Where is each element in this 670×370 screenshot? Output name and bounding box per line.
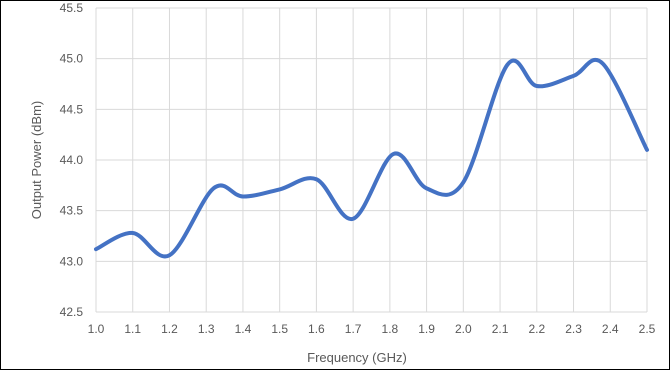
x-tick-label: 1.2 <box>161 322 178 336</box>
y-axis-title: Output Power (dBm) <box>29 101 44 220</box>
y-tick-label: 44.5 <box>60 102 84 116</box>
y-tick-label: 42.5 <box>60 305 84 319</box>
x-tick-label: 2.0 <box>455 322 472 336</box>
x-tick-label: 1.1 <box>124 322 141 336</box>
x-tick-label: 1.5 <box>271 322 288 336</box>
x-tick-label: 2.2 <box>528 322 545 336</box>
x-tick-label: 1.0 <box>88 322 105 336</box>
x-tick-label: 2.3 <box>565 322 582 336</box>
y-tick-label: 44.0 <box>60 153 84 167</box>
y-tick-label: 45.5 <box>60 1 84 15</box>
x-tick-label: 1.3 <box>198 322 215 336</box>
series-line <box>94 57 649 259</box>
y-axis-tick-labels: 42.5 43.0 43.5 44.0 44.5 45.0 45.5 <box>60 1 84 319</box>
x-tick-label: 2.4 <box>602 322 619 336</box>
x-axis-tick-labels: 1.0 1.1 1.2 1.3 1.4 1.5 1.6 1.7 1.8 1.9 2.0 2.1 2.2 2… <box>88 322 656 336</box>
x-tick-label: 1.4 <box>235 322 252 336</box>
x-tick-label: 2.1 <box>492 322 509 336</box>
y-tick-label: 43.0 <box>60 254 84 268</box>
x-tick-label: 1.8 <box>382 322 399 336</box>
x-tick-label: 1.6 <box>308 322 325 336</box>
y-tick-label: 45.0 <box>60 52 84 66</box>
y-tick-label: 43.5 <box>60 204 84 218</box>
series-layer <box>94 57 649 259</box>
x-tick-label: 2.5 <box>639 322 656 336</box>
x-tick-label: 1.9 <box>418 322 435 336</box>
horizontal-gridlines <box>96 7 647 313</box>
x-axis-title: Frequency (GHz) <box>307 350 407 365</box>
x-tick-label: 1.7 <box>345 322 362 336</box>
